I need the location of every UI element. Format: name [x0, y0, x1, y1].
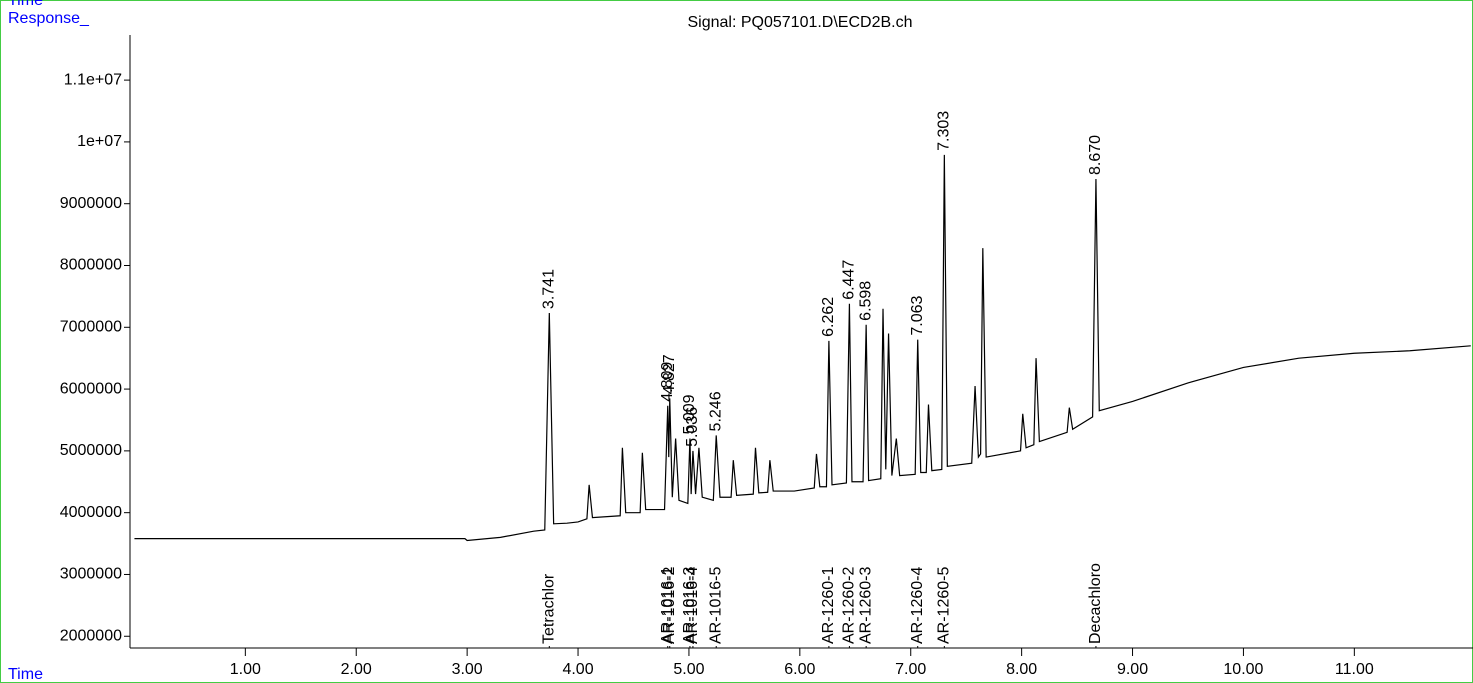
peak-label: 4.827: [661, 354, 678, 394]
compound-label: AR-1016-2: [661, 567, 678, 644]
x-tick-label: 4.00: [562, 661, 593, 678]
peak-label: 3.741: [541, 269, 558, 309]
peak-label: 5.246: [707, 391, 724, 431]
compound-label: AR-1260-2: [841, 567, 858, 644]
compound-label: AR-1016-1: [659, 567, 676, 644]
x-tick-label: 5.00: [673, 661, 704, 678]
peak-label: 6.447: [841, 260, 858, 300]
peak-label: 7.063: [909, 296, 926, 336]
y-tick-label: 4000000: [60, 504, 122, 521]
y-tick-label: 6000000: [60, 380, 122, 397]
y-tick-label: 9000000: [60, 195, 122, 212]
y-tick-label: 8000000: [60, 257, 122, 274]
x-tick-label: 8.00: [1006, 661, 1037, 678]
peak-label: 4.809: [659, 362, 676, 402]
x-tick-label: 3.00: [452, 661, 483, 678]
compound-label: AR-1260-3: [857, 567, 874, 644]
peak-label: 5.009: [681, 394, 698, 434]
x-tick-label: 10.00: [1223, 661, 1263, 678]
compound-label: Tetrachlor: [541, 573, 558, 644]
peak-label: 6.262: [820, 297, 837, 337]
x-tick-label: 9.00: [1117, 661, 1148, 678]
compound-label: AR-1016-4: [684, 567, 701, 644]
y-axis-label: Response_: [8, 10, 90, 27]
trace: [134, 154, 1471, 542]
x-axis-label: Time: [8, 666, 43, 683]
compound-label: AR-1260-4: [909, 567, 926, 644]
x-tick-label: 11.00: [1335, 661, 1374, 678]
chart-title: Signal: PQ057101.D\ECD2B.ch: [687, 14, 912, 31]
x-tick-label: 2.00: [341, 661, 372, 678]
compound-label: AR-1016-5: [707, 567, 724, 644]
compound-label: AR-1016-3: [681, 567, 698, 644]
y-tick-label: 5000000: [60, 442, 122, 459]
x-tick-label: 7.00: [895, 661, 926, 678]
top-x-label: Time: [8, 0, 43, 9]
peak-label: 5.036: [684, 407, 701, 447]
peak-label: 8.670: [1087, 135, 1104, 175]
y-tick-label: 7000000: [60, 319, 122, 336]
y-tick-label: 1.1e+07: [64, 71, 122, 88]
peak-label: 6.598: [857, 281, 874, 321]
peak-label: 7.303: [936, 111, 953, 151]
compound-label: Decachloro: [1087, 563, 1104, 644]
x-tick-label: 6.00: [784, 661, 815, 678]
y-tick-label: 2000000: [60, 627, 122, 644]
compound-label: AR-1260-5: [936, 567, 953, 644]
x-tick-label: 1.00: [230, 661, 261, 678]
compound-label: AR-1260-1: [820, 567, 837, 644]
y-tick-label: 1e+07: [77, 133, 122, 150]
y-tick-label: 3000000: [60, 566, 122, 583]
